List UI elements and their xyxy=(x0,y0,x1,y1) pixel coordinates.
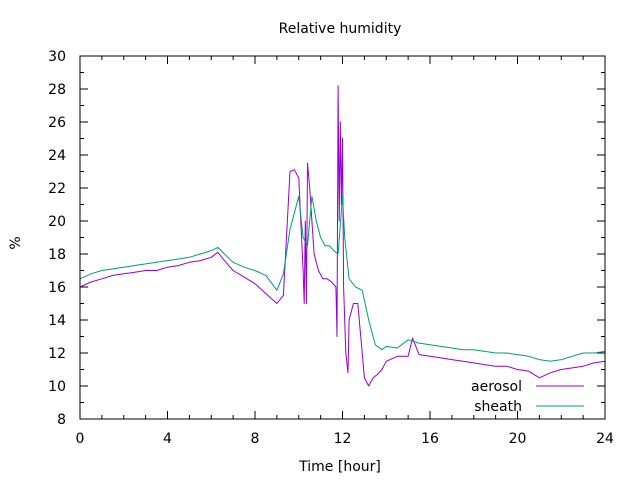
y-tick-label: 16 xyxy=(48,280,66,296)
series-line-sheath xyxy=(79,195,606,362)
axis-ticks xyxy=(79,55,606,420)
data-series xyxy=(79,85,606,387)
plot-frame xyxy=(79,55,606,420)
y-tick-label: 20 xyxy=(48,214,66,230)
x-tick-label: 16 xyxy=(421,431,439,447)
series-line-aerosol xyxy=(79,85,606,387)
y-axis-label: % xyxy=(8,236,24,249)
axis-tick-labels: 0 4 8 12 16 20 24 8 10 12 14 16 18 20 22 24 26 28 30 xyxy=(48,49,614,447)
y-tick-label: 14 xyxy=(48,313,66,329)
x-axis-label: Time [hour] xyxy=(298,459,381,475)
x-tick-label: 20 xyxy=(509,431,527,447)
y-tick-label: 24 xyxy=(48,148,66,164)
y-tick-label: 30 xyxy=(48,49,66,65)
y-tick-label: 22 xyxy=(48,181,66,197)
legend: aerosol sheath xyxy=(471,379,584,415)
y-tick-label: 12 xyxy=(48,346,66,362)
y-tick-label: 10 xyxy=(48,379,66,395)
legend-label-sheath: sheath xyxy=(474,399,522,415)
y-tick-label: 26 xyxy=(48,115,66,131)
y-tick-label: 8 xyxy=(57,412,66,428)
x-tick-label: 12 xyxy=(334,431,352,447)
x-tick-label: 24 xyxy=(596,431,614,447)
chart-title: Relative humidity xyxy=(279,21,402,37)
y-tick-label: 18 xyxy=(48,247,66,263)
x-tick-label: 4 xyxy=(163,431,172,447)
x-tick-label: 8 xyxy=(251,431,260,447)
x-tick-label: 0 xyxy=(76,431,85,447)
y-tick-label: 28 xyxy=(48,82,66,98)
legend-label-aerosol: aerosol xyxy=(471,379,522,395)
